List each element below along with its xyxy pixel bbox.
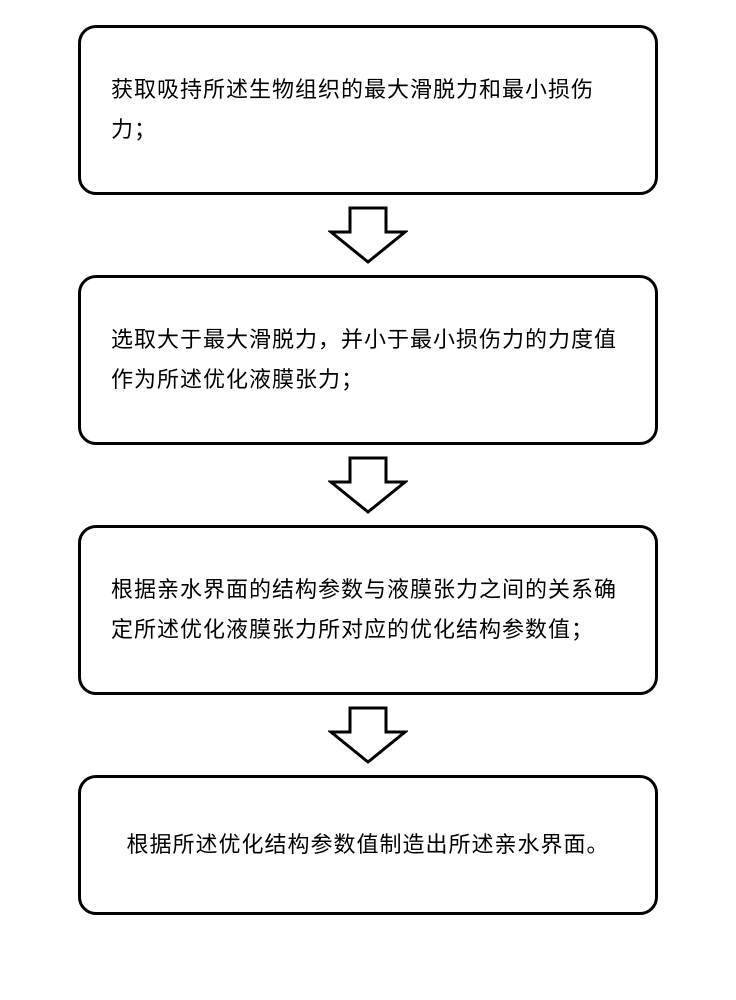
flowchart-step-2-text: 选取大于最大滑脱力，并小于最小损伤力的力度值作为所述优化液膜张力；: [111, 320, 625, 399]
flowchart-container: 获取吸持所述生物组织的最大滑脱力和最小损伤力； 选取大于最大滑脱力，并小于最小损伤…: [78, 25, 658, 915]
flowchart-step-1: 获取吸持所述生物组织的最大滑脱力和最小损伤力；: [78, 25, 658, 195]
flowchart-arrow-1: [328, 205, 408, 265]
flowchart-step-4-text: 根据所述优化结构参数值制造出所述亲水界面。: [126, 825, 609, 865]
flowchart-arrow-2: [328, 455, 408, 515]
flowchart-step-4: 根据所述优化结构参数值制造出所述亲水界面。: [78, 775, 658, 915]
flowchart-arrow-3: [328, 705, 408, 765]
flowchart-step-3-text: 根据亲水界面的结构参数与液膜张力之间的关系确定所述优化液膜张力所对应的优化结构参…: [111, 570, 625, 649]
flowchart-step-2: 选取大于最大滑脱力，并小于最小损伤力的力度值作为所述优化液膜张力；: [78, 275, 658, 445]
flowchart-step-1-text: 获取吸持所述生物组织的最大滑脱力和最小损伤力；: [111, 70, 625, 149]
flowchart-step-3: 根据亲水界面的结构参数与液膜张力之间的关系确定所述优化液膜张力所对应的优化结构参…: [78, 525, 658, 695]
